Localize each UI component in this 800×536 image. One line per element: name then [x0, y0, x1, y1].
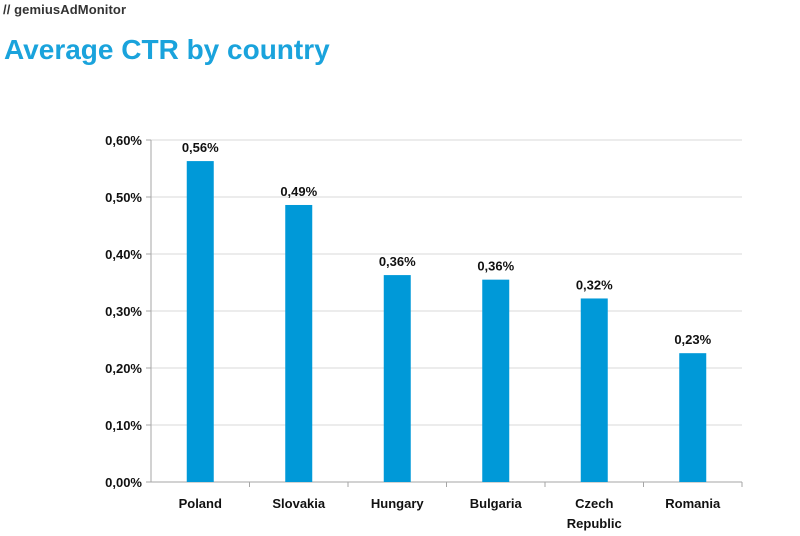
- x-tick-label: Hungary: [371, 496, 425, 511]
- bar: [482, 279, 510, 482]
- x-tick-label: Slovakia: [272, 496, 326, 511]
- y-tick-label: 0,40%: [105, 247, 142, 262]
- data-label: 0,36%: [379, 254, 416, 269]
- chart-title: Average CTR by country: [4, 34, 330, 65]
- data-label: 0,49%: [280, 184, 317, 199]
- y-tick-label: 0,10%: [105, 418, 142, 433]
- x-tick-label: Romania: [665, 496, 721, 511]
- bar: [285, 204, 313, 483]
- bar: [679, 353, 707, 482]
- data-label: 0,32%: [576, 277, 613, 292]
- y-tick-label: 0,60%: [105, 133, 142, 148]
- brand-label: // gemiusAdMonitor: [3, 2, 127, 17]
- y-tick-label: 0,20%: [105, 361, 142, 376]
- data-label: 0,56%: [182, 140, 219, 155]
- x-tick-label: Republic: [567, 516, 622, 531]
- bar: [383, 275, 411, 482]
- x-tick-label: Czech: [575, 496, 613, 511]
- data-label: 0,23%: [674, 332, 711, 347]
- y-tick-label: 0,00%: [105, 475, 142, 490]
- bar: [580, 298, 608, 482]
- x-tick-label: Bulgaria: [470, 496, 523, 511]
- bar: [186, 161, 214, 482]
- y-tick-label: 0,50%: [105, 190, 142, 205]
- data-label: 0,36%: [477, 259, 514, 274]
- y-tick-label: 0,30%: [105, 304, 142, 319]
- x-tick-label: Poland: [179, 496, 222, 511]
